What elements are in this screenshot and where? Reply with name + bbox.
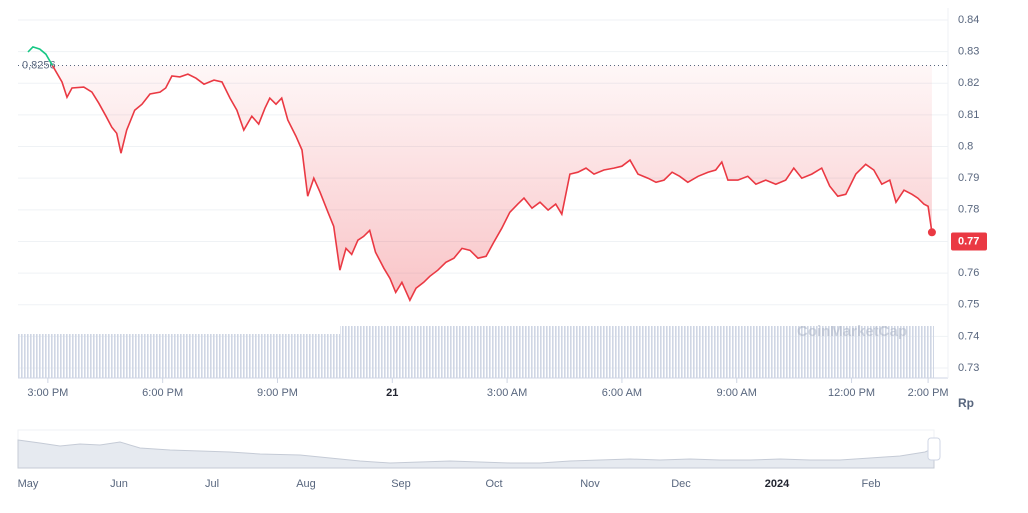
price-line xyxy=(51,65,933,303)
x-tick-label: 3:00 PM xyxy=(27,387,68,399)
x-tick-label: 21 xyxy=(386,387,398,399)
navigator-label: Feb xyxy=(862,478,881,490)
y-tick-label: 0.81 xyxy=(958,109,979,121)
x-tick-label: 6:00 AM xyxy=(602,387,642,399)
y-tick-label: 0.84 xyxy=(958,14,979,26)
navigator-label: Jul xyxy=(205,478,219,490)
x-tick-label: 9:00 PM xyxy=(257,387,298,399)
y-tick-label: 0.74 xyxy=(958,330,979,342)
price-tag xyxy=(951,232,987,251)
navigator-label: 2024 xyxy=(765,478,790,490)
price-tag-label: 0.77 xyxy=(958,235,979,247)
navigator-label: May xyxy=(18,478,39,490)
navigator-label: Oct xyxy=(485,478,502,490)
y-unit: Rp xyxy=(958,396,974,410)
y-tick-label: 0.83 xyxy=(958,46,979,58)
x-tick-label: 6:00 PM xyxy=(142,387,183,399)
navigator-label: Dec xyxy=(671,478,691,490)
y-tick-label: 0.78 xyxy=(958,204,979,216)
navigator-label: Jun xyxy=(110,478,128,490)
navigator-area xyxy=(17,439,935,469)
baseline-label: 0,8256 xyxy=(22,59,56,71)
watermark: CoinMarketCap xyxy=(797,323,907,340)
x-tick-label: 3:00 AM xyxy=(487,387,527,399)
y-tick-label: 0.76 xyxy=(958,267,979,279)
y-tick-label: 0.8 xyxy=(958,140,973,152)
loss-area xyxy=(27,65,932,301)
y-tick-label: 0.82 xyxy=(958,77,979,89)
last-point xyxy=(927,228,936,237)
x-tick-label: 12:00 PM xyxy=(828,387,875,399)
y-tick-label: 0.75 xyxy=(958,299,979,311)
navigator-handle[interactable] xyxy=(927,437,941,461)
navigator-label: Nov xyxy=(580,478,600,490)
navigator-label: Sep xyxy=(391,478,411,490)
y-tick-label: 0.79 xyxy=(958,172,979,184)
volume-bars xyxy=(18,334,340,378)
x-tick-label: 9:00 AM xyxy=(717,387,757,399)
navigator-label: Aug xyxy=(296,478,316,490)
y-tick-label: 0.73 xyxy=(958,362,979,374)
x-tick-label: 2:00 PM xyxy=(908,387,949,399)
volume-bars xyxy=(340,326,934,378)
